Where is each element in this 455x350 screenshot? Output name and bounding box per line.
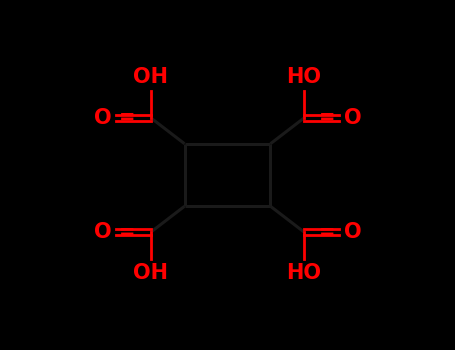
Text: O: O: [344, 108, 361, 128]
Text: O: O: [94, 108, 111, 128]
Text: =: =: [319, 108, 336, 127]
Text: OH: OH: [133, 263, 168, 283]
Text: =: =: [319, 223, 336, 241]
Text: =: =: [119, 108, 136, 127]
Text: =: =: [119, 223, 136, 241]
Text: O: O: [94, 222, 111, 242]
Text: O: O: [344, 222, 361, 242]
Text: HO: HO: [287, 263, 322, 283]
Text: OH: OH: [133, 67, 168, 87]
Text: HO: HO: [287, 67, 322, 87]
